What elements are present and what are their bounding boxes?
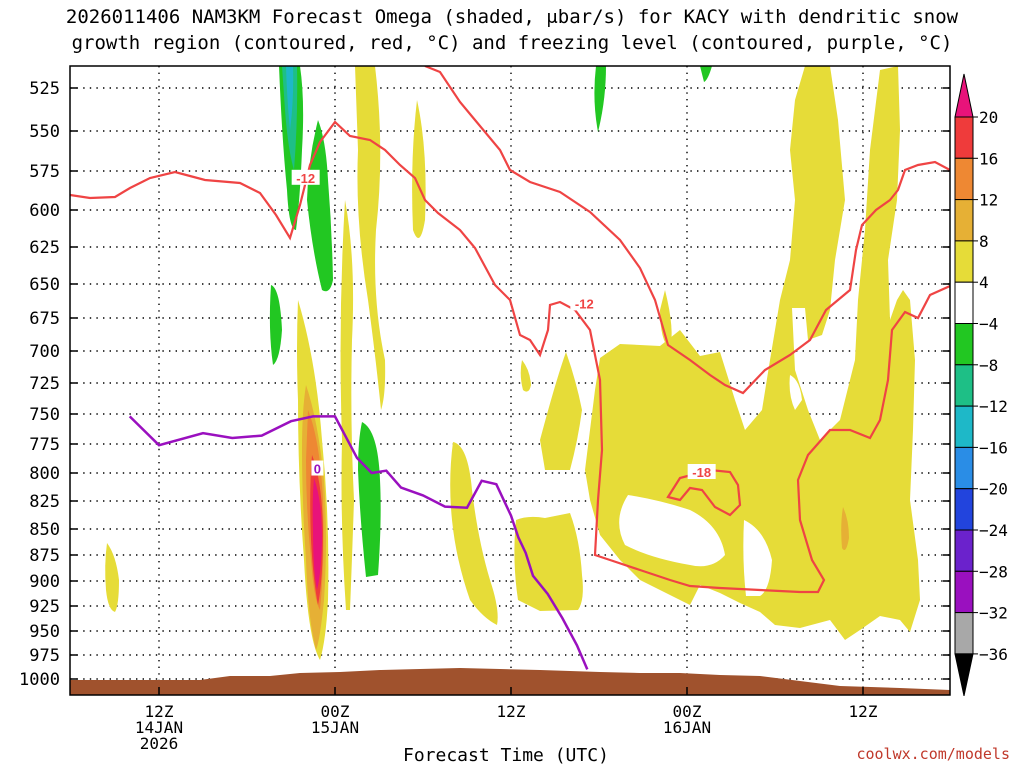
credit-link[interactable]: coolwx.com/models — [856, 745, 1010, 763]
omega-shading-neutral-holes — [619, 375, 802, 596]
y-tick-label: 700 — [29, 342, 60, 362]
x-tick-label: 12Z — [145, 702, 174, 721]
y-tick-label: 625 — [29, 238, 60, 258]
contour-label: -12 — [575, 296, 594, 311]
colorbar-tick-label: −28 — [979, 562, 1008, 581]
colorbar-tick-label: −24 — [979, 521, 1008, 540]
contour-label-bg — [311, 460, 324, 476]
x-tick-label: 2026 — [140, 734, 179, 753]
y-tick-label: 925 — [29, 597, 60, 617]
y-tick-label: 775 — [29, 435, 60, 455]
y-tick-label: 750 — [29, 405, 60, 425]
colorbar-bin — [954, 405, 974, 448]
y-tick-label: 875 — [29, 546, 60, 566]
colorbar-bin — [954, 570, 974, 614]
colorbar-tick-label: 8 — [979, 232, 989, 251]
colorbar-tick-label: −16 — [979, 438, 1008, 457]
y-tick-label: 900 — [29, 572, 60, 592]
contour-label: -18 — [692, 465, 711, 480]
y-tick-label: 575 — [29, 162, 60, 182]
y-tick-label: 600 — [29, 201, 60, 221]
chart-title: 2026011406 NAM3KM Forecast Omega (shaded… — [0, 4, 1024, 56]
colorbar-tick-label: −20 — [979, 480, 1008, 499]
y-tick-label: 950 — [29, 622, 60, 642]
colorbar-bottom-arrow — [954, 653, 974, 697]
y-tick-label: 975 — [29, 646, 60, 666]
colorbar-top-arrow — [954, 73, 974, 118]
colorbar-bin — [954, 240, 974, 283]
colorbar-bin — [954, 612, 974, 655]
plot-frame — [69, 65, 951, 696]
x-axis-title: Forecast Time (UTC) — [403, 745, 609, 766]
colorbar-tick-label: −4 — [979, 315, 998, 334]
contour-label: 0 — [314, 462, 321, 477]
x-tick-label: 12Z — [849, 702, 878, 721]
x-tick-label: 12Z — [497, 702, 526, 721]
y-tick-label: 825 — [29, 492, 60, 512]
colorbar-tick-label: −32 — [979, 604, 1008, 623]
colorbar-tick-label: 4 — [979, 273, 989, 292]
y-tick-label: 725 — [29, 374, 60, 394]
y-tick-label: 850 — [29, 520, 60, 540]
colorbar-bin — [954, 116, 974, 159]
colorbar-tick-label: −12 — [979, 397, 1008, 416]
contour-label-bg — [291, 169, 320, 185]
freezing-level-contour — [128, 415, 589, 670]
terrain-ground — [70, 668, 950, 695]
colorbar: 20 16 12 8 4 −4 −8 −12 −16 −20 −24 −28 −32 −36 — [954, 73, 1008, 697]
y-tick-label: 650 — [29, 275, 60, 295]
colorbar-bin — [954, 364, 974, 407]
contour-label-bg — [687, 464, 716, 479]
omega-shading-4-8 — [105, 66, 920, 660]
colorbar-bin — [954, 488, 974, 531]
colorbar-bin — [954, 323, 974, 366]
colorbar-tick-label: 20 — [979, 108, 998, 127]
y-tick-label: 675 — [29, 309, 60, 329]
title-line-1: 2026011406 NAM3KM Forecast Omega (shaded… — [65, 6, 959, 28]
x-tick-label: 14JAN — [135, 718, 183, 737]
y-tick-label: 800 — [29, 464, 60, 484]
x-tick-label: 00Z — [321, 702, 350, 721]
contour-label-bg — [570, 295, 599, 311]
colorbar-tick-label: 16 — [979, 149, 998, 168]
contour-label: -12 — [296, 171, 315, 186]
x-tick-label: 15JAN — [311, 718, 359, 737]
colorbar-tick-label: 12 — [979, 191, 998, 210]
colorbar-tick-label: −36 — [979, 645, 1008, 664]
title-line-2: growth region (contoured, red, °C) and f… — [71, 32, 953, 54]
omega-shading-neg8-neg16 — [282, 66, 298, 170]
colorbar-bin — [954, 529, 974, 572]
colorbar-tick-label: −8 — [979, 356, 998, 375]
omega-shading-core — [302, 385, 849, 650]
y-tick-label: 1000 — [19, 670, 60, 690]
colorbar-bin — [954, 199, 974, 242]
colorbar-bin — [954, 157, 974, 201]
x-tick-label: 00Z — [673, 702, 702, 721]
y-tick-label: 550 — [29, 122, 60, 142]
x-tick-label: 16JAN — [663, 718, 711, 737]
y-tick-label: 525 — [29, 79, 60, 99]
colorbar-bin — [954, 446, 974, 490]
colorbar-bin — [954, 281, 974, 325]
